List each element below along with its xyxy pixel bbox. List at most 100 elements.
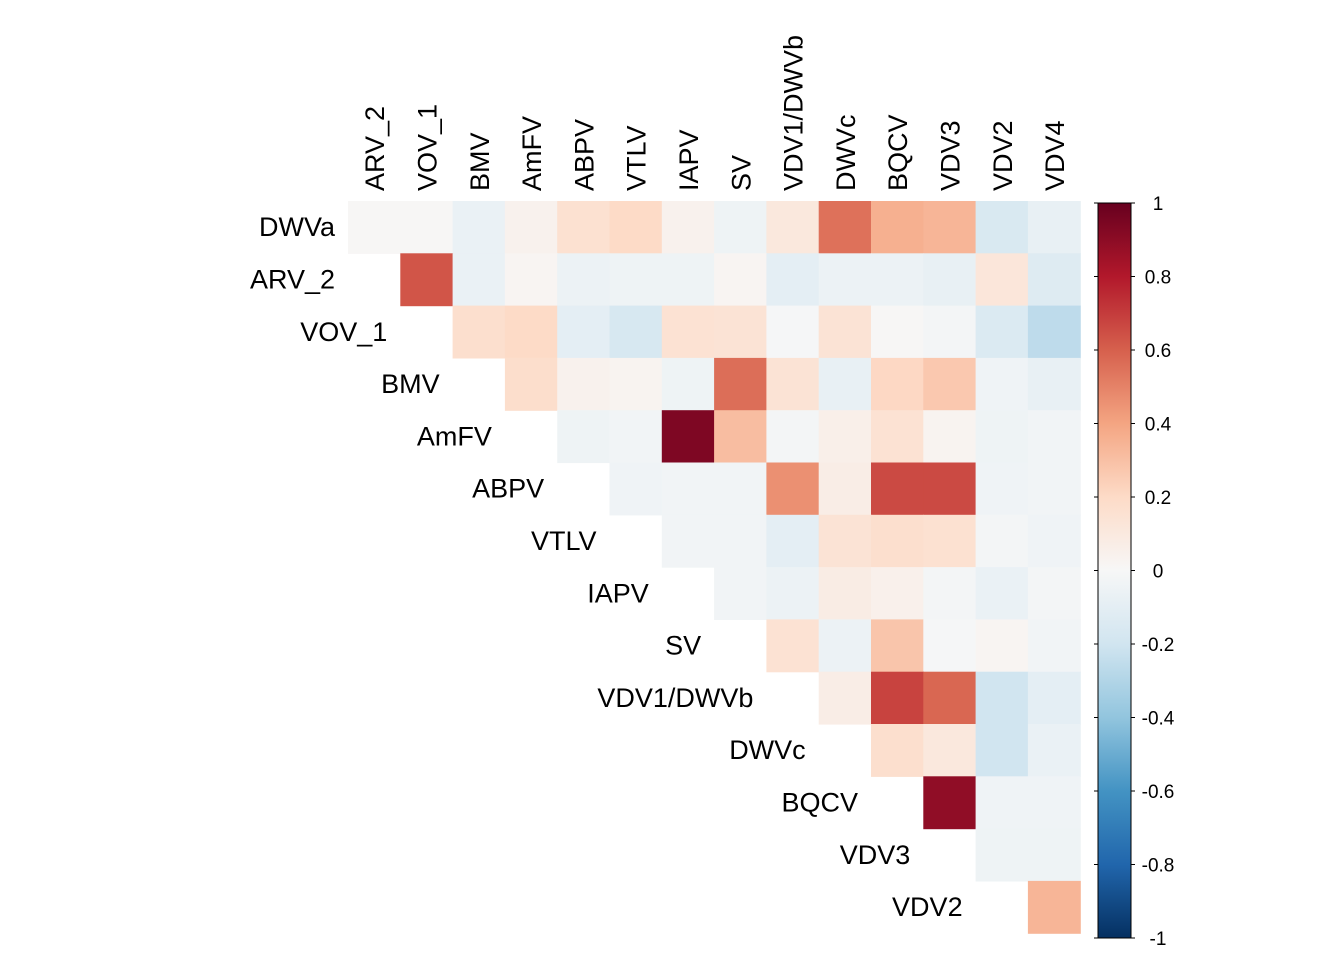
colorbar-tick-label: -0.6 [1142,782,1175,803]
heatmap-cell [818,514,872,568]
heatmap-cell [766,619,820,673]
row-label: SV [665,631,701,661]
colorbar-tick-label: 0.8 [1145,268,1171,289]
column-label: ABPV [569,119,599,191]
heatmap-cell [871,410,924,464]
column-label: BMV [465,132,495,191]
heatmap-cell [975,305,1029,359]
column-label: AmFV [517,116,547,191]
column-label: ARV_2 [360,106,390,191]
heatmap-cell [871,305,924,359]
heatmap-cell [766,305,820,359]
heatmap-cell [661,357,715,411]
row-label: VDV3 [840,840,911,870]
heatmap-cell [923,567,977,620]
column-label: DWVc [831,115,861,192]
row-labels: DWVa ARV_2 VOV_1 BMV AmFV ABPV VTLV IAPV SV VDV1/… [250,212,963,922]
heatmap-cell [975,253,1029,307]
heatmap-cells [348,201,1081,934]
heatmap-cell [975,567,1029,620]
heatmap-cell [766,567,820,620]
heatmap-cell [609,462,663,516]
heatmap-cell [818,305,872,359]
heatmap-cell [923,410,977,464]
row-label: DWVa [259,212,336,242]
heatmap-cell [818,410,872,464]
heatmap-cell [661,514,715,568]
colorbar-ticks: 1 0.8 0.6 0.4 0.2 0 -0.2 -0.4 -0.6 -0.8 -1 [1094,194,1175,950]
heatmap-cell [714,514,767,568]
heatmap-cell [609,410,663,464]
heatmap-cell [1027,253,1081,307]
heatmap-cell [452,305,506,359]
row-label: ABPV [472,474,544,504]
heatmap-cell [348,201,401,254]
heatmap-cell [504,253,558,307]
colorbar-tick-label: -0.4 [1142,709,1175,730]
heatmap-cell [975,671,1029,725]
column-label: VOV_1 [412,104,442,191]
heatmap-cell [923,724,977,777]
heatmap-cell [766,201,820,254]
heatmap-cell [400,253,454,307]
heatmap-cell [661,305,715,359]
heatmap-cell [871,201,924,254]
heatmap-cell [1027,462,1081,516]
heatmap-cell [871,253,924,307]
heatmap-cell [661,201,715,254]
heatmap-cell [766,514,820,568]
column-label: VDV2 [988,120,1018,191]
column-label: VDV3 [935,120,965,191]
row-label: IAPV [587,578,649,608]
colorbar-tick-label: 0.2 [1145,488,1171,509]
heatmap-cell [504,305,558,359]
heatmap-cell [504,357,558,411]
heatmap-cell [557,253,611,307]
column-labels: ARV_2 VOV_1 BMV AmFV ABPV VTLV IAPV SV VDV1/DWVb… [360,35,1070,191]
colorbar-tick-label: -0.2 [1142,635,1175,656]
heatmap-cell [714,305,767,359]
heatmap-cell [923,253,977,307]
heatmap-cell [923,357,977,411]
heatmap-cell [871,671,924,725]
heatmap-cell [923,776,977,830]
row-label: BQCV [781,787,858,817]
heatmap-cell [452,201,506,254]
column-label: VDV4 [1040,120,1070,191]
heatmap-cell [975,776,1029,830]
heatmap-cell [609,357,663,411]
heatmap-cell [975,201,1029,254]
heatmap-cell [1027,305,1081,359]
row-label: AmFV [417,421,492,451]
heatmap-cell [661,410,715,464]
colorbar-tick-label: 1 [1153,194,1164,215]
heatmap-cell [766,462,820,516]
row-label: VOV_1 [300,317,387,347]
heatmap-cell [609,201,663,254]
colorbar-tick-label: 0 [1153,562,1164,583]
heatmap-cell [661,253,715,307]
heatmap-cell [871,462,924,516]
heatmap-cell [975,619,1029,673]
heatmap-cell [714,410,767,464]
heatmap-cell [1027,357,1081,411]
heatmap-cell [714,201,767,254]
heatmap-cell [975,724,1029,777]
colorbar-tick-label: -0.8 [1142,856,1175,877]
heatmap-cell [714,567,767,620]
row-label: ARV_2 [250,264,335,294]
heatmap-cell [975,462,1029,516]
heatmap-cell [452,253,506,307]
heatmap-cell [818,671,872,725]
heatmap-cell [557,357,611,411]
row-label: VDV2 [892,892,963,922]
heatmap-cell [1027,776,1081,830]
colorbar-tick-label: -1 [1150,929,1167,950]
heatmap-cell [609,305,663,359]
heatmap-cell [975,828,1029,882]
heatmap-cell [871,357,924,411]
heatmap-cell [1027,567,1081,620]
heatmap-cell [818,201,872,254]
row-label: BMV [381,369,440,399]
